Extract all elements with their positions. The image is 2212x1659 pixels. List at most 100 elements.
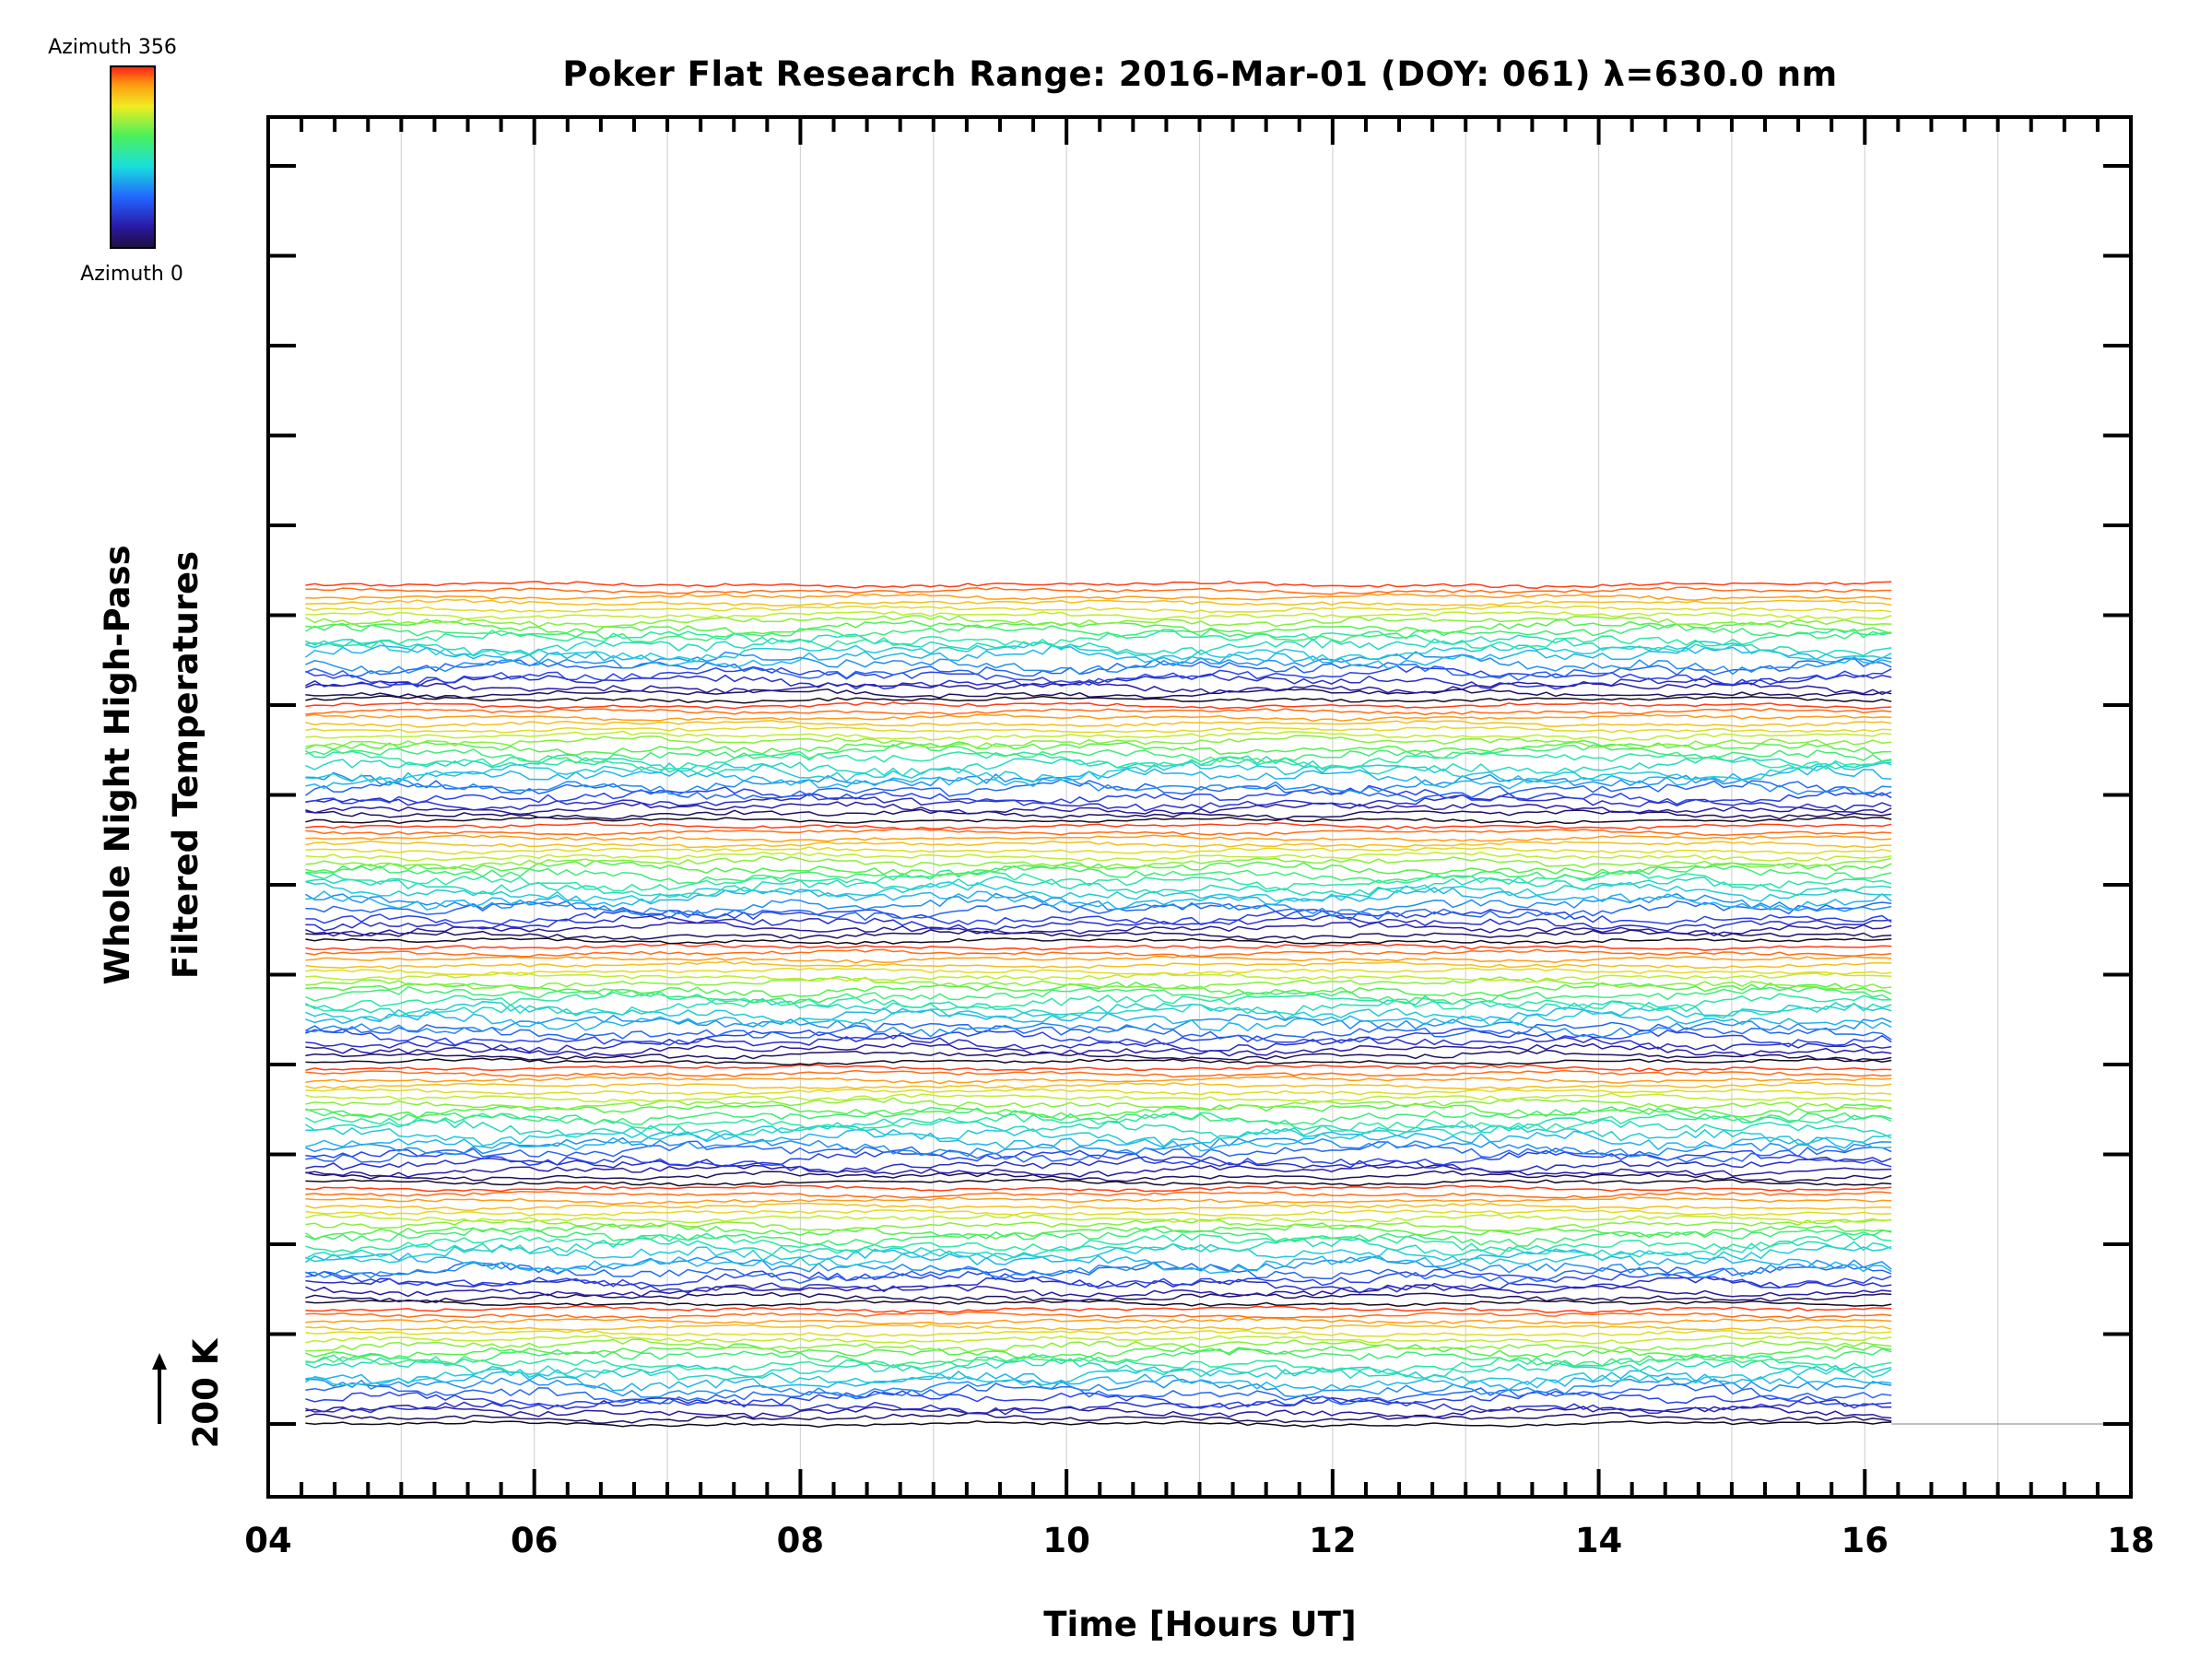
data-trace <box>305 942 1892 951</box>
data-trace <box>305 739 1892 757</box>
y-axis-label-line1: Whole Night High-Pass <box>98 545 137 984</box>
data-trace <box>305 1390 1892 1409</box>
data-trace <box>305 1370 1892 1392</box>
data-trace <box>305 1227 1892 1247</box>
data-trace <box>305 908 1892 926</box>
data-trace <box>305 1300 1892 1307</box>
data-trace <box>305 1156 1892 1174</box>
data-trace <box>305 971 1892 983</box>
data-trace <box>305 1334 1892 1345</box>
data-trace <box>305 593 1892 601</box>
data-trace <box>305 1412 1892 1424</box>
x-tick-label: 18 <box>2107 1521 2155 1560</box>
data-trace <box>305 1276 1892 1294</box>
data-trace <box>305 859 1892 877</box>
x-tick-label: 14 <box>1575 1521 1623 1560</box>
data-trace <box>305 1268 1892 1289</box>
data-trace <box>305 1184 1892 1193</box>
scale-indicator: 200 K <box>152 1337 226 1448</box>
data-trace <box>305 665 1892 687</box>
data-trace <box>305 967 1892 976</box>
data-trace <box>305 1049 1892 1062</box>
data-trace <box>305 598 1892 607</box>
data-trace <box>305 1363 1892 1386</box>
data-trace <box>305 688 1892 700</box>
data-trace <box>305 1338 1892 1353</box>
data-trace <box>305 657 1892 681</box>
data-trace <box>305 869 1892 892</box>
colorbar-top-label: Azimuth 356 <box>48 36 177 59</box>
data-trace <box>305 955 1892 964</box>
axis-ticks <box>266 117 2133 1497</box>
data-trace <box>305 887 1892 912</box>
data-trace <box>305 1352 1892 1375</box>
data-trace <box>305 1057 1892 1066</box>
data-trace <box>305 581 1892 589</box>
data-trace <box>305 1014 1892 1038</box>
data-trace <box>305 1396 1892 1416</box>
y-axis-label-line2: Filtered Temperatures <box>166 551 206 979</box>
data-trace <box>304 749 1892 771</box>
grid-lines <box>400 117 1999 1497</box>
data-trace <box>304 644 1892 670</box>
data-trace <box>305 1208 1892 1217</box>
data-trace <box>305 821 1892 830</box>
data-trace <box>305 1317 1892 1325</box>
data-trace <box>305 680 1892 696</box>
data-traces <box>304 581 2131 1428</box>
data-trace <box>305 628 1892 650</box>
x-tick-label: 08 <box>777 1521 825 1560</box>
data-trace <box>305 948 1892 958</box>
data-trace <box>305 1222 1892 1241</box>
data-trace <box>305 892 1892 917</box>
data-trace <box>305 1117 1892 1139</box>
colorbar <box>110 65 156 249</box>
data-trace <box>305 1311 1892 1319</box>
data-trace <box>305 816 1892 825</box>
data-trace <box>305 876 1892 899</box>
data-trace <box>305 828 1892 837</box>
data-trace <box>305 1064 1892 1072</box>
data-trace <box>305 1291 1892 1303</box>
data-trace <box>305 1202 1892 1211</box>
data-trace <box>305 1232 1892 1253</box>
data-trace <box>305 976 1892 990</box>
data-trace <box>305 834 1892 842</box>
data-trace <box>305 995 1892 1019</box>
data-trace <box>304 778 1892 803</box>
data-trace <box>305 707 1892 716</box>
data-trace <box>305 754 1892 777</box>
x-tick-labels: 04 06 08 10 12 14 16 18 <box>244 1521 2155 1560</box>
data-trace <box>305 913 1892 932</box>
data-trace <box>305 880 1892 903</box>
data-trace <box>305 1006 1892 1032</box>
x-tick-label: 12 <box>1309 1521 1357 1560</box>
data-trace <box>305 1343 1892 1360</box>
data-trace <box>305 1000 1892 1027</box>
data-trace <box>305 1081 1892 1090</box>
data-trace <box>305 1140 1892 1163</box>
data-trace <box>305 846 1892 855</box>
data-trace <box>305 1420 1892 1428</box>
data-trace <box>305 929 1892 940</box>
data-trace <box>305 1382 1892 1406</box>
data-trace <box>305 1170 1892 1183</box>
data-trace <box>304 1248 1892 1275</box>
data-trace <box>305 960 1892 970</box>
data-trace <box>305 695 1892 704</box>
data-trace <box>305 605 1892 614</box>
data-trace <box>305 765 1892 790</box>
data-trace <box>305 1178 1892 1187</box>
data-trace <box>305 1148 1892 1168</box>
data-trace <box>305 760 1892 784</box>
data-trace <box>305 1237 1892 1262</box>
data-trace <box>305 713 1892 723</box>
data-trace <box>305 1284 1892 1298</box>
data-trace <box>305 921 1892 937</box>
data-trace <box>305 1357 1892 1381</box>
data-trace <box>305 981 1892 998</box>
data-trace <box>305 1112 1892 1132</box>
scale-arrow-head <box>152 1353 167 1370</box>
data-trace <box>305 1092 1892 1103</box>
